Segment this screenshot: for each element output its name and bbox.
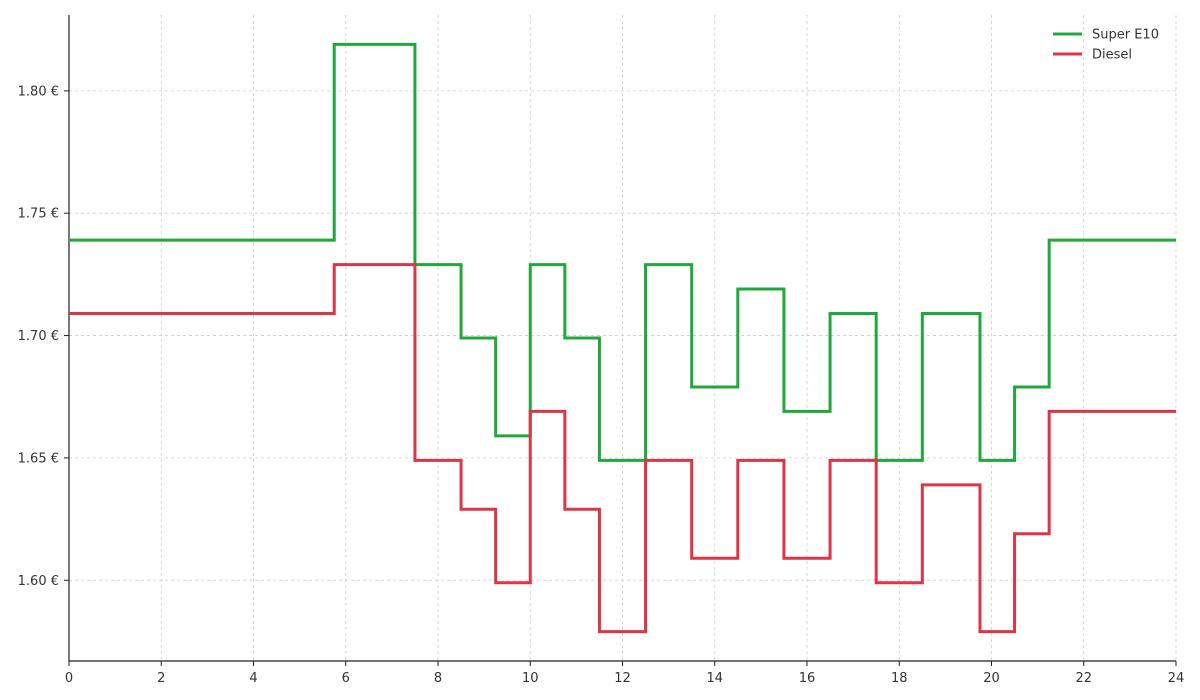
series-group <box>69 42 1176 634</box>
y-tick-label: 1.75 € <box>18 207 59 222</box>
y-tick-label: 1.70 € <box>18 329 59 344</box>
x-tick-label: 18 <box>891 671 908 686</box>
x-tick-label: 2 <box>157 671 165 686</box>
x-tick-label: 16 <box>799 671 816 686</box>
x-tick-label: 14 <box>706 671 723 686</box>
x-tick-label: 8 <box>434 671 442 686</box>
y-tick-label: 1.60 € <box>18 574 59 589</box>
series-line-super-e10 <box>69 42 1176 462</box>
x-tick-label: 10 <box>522 671 539 686</box>
x-tick-label: 4 <box>249 671 257 686</box>
legend-label-diesel: Diesel <box>1092 48 1132 63</box>
series-line-diesel <box>69 263 1176 634</box>
y-tick-label: 1.80 € <box>18 84 59 99</box>
legend-label-super-e10: Super E10 <box>1092 28 1159 43</box>
legend: Super E10 Diesel <box>1053 28 1159 63</box>
x-tick-label: 22 <box>1075 671 1092 686</box>
x-tick-label: 24 <box>1168 671 1185 686</box>
grid <box>69 15 1177 661</box>
axes: 0 2 4 6 8 10 12 14 16 18 20 22 241.60 €1.65 €1.70 €1… <box>18 15 1185 686</box>
x-tick-label: 20 <box>983 671 1000 686</box>
x-tick-label: 6 <box>342 671 350 686</box>
y-tick-label: 1.65 € <box>18 451 59 466</box>
x-tick-label: 0 <box>65 671 73 686</box>
x-tick-label: 12 <box>614 671 631 686</box>
